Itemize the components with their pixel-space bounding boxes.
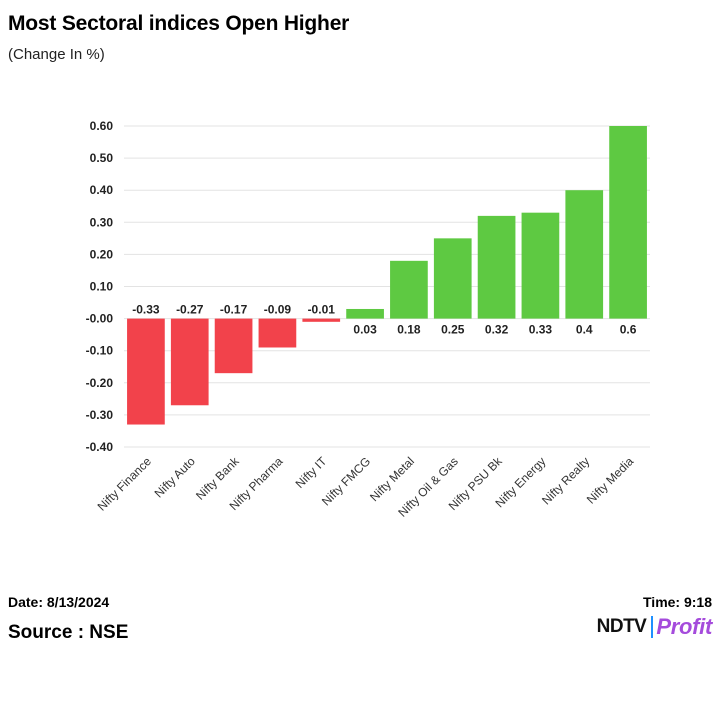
y-tick-label: 0.20 xyxy=(90,247,114,261)
bar xyxy=(302,318,341,322)
data-label: -0.33 xyxy=(132,303,160,317)
ndtv-profit-logo: NDTV Profit xyxy=(596,614,713,640)
y-tick-label: 0.10 xyxy=(90,280,114,294)
y-tick-label: 0.60 xyxy=(90,119,114,133)
bar xyxy=(565,190,604,319)
data-label: 0.33 xyxy=(529,323,553,337)
data-label: 0.18 xyxy=(397,323,421,337)
data-label: 0.03 xyxy=(353,323,377,337)
data-label: -0.01 xyxy=(308,303,336,317)
bar xyxy=(477,215,516,319)
data-label: -0.09 xyxy=(264,303,292,317)
logo-divider xyxy=(651,616,654,638)
y-tick-label: -0.20 xyxy=(86,376,114,390)
bar xyxy=(433,238,472,319)
data-label: 0.4 xyxy=(576,323,593,337)
bar xyxy=(346,308,384,319)
x-tick-label: Nifty Realty xyxy=(539,454,592,507)
data-label: -0.27 xyxy=(176,303,204,317)
source-label: Source : NSE xyxy=(8,622,129,643)
chart-subtitle: (Change In %) xyxy=(8,46,105,63)
bar xyxy=(390,260,428,319)
y-tick-label: 0.40 xyxy=(90,183,114,197)
bar xyxy=(214,318,253,374)
bar xyxy=(521,212,560,319)
y-tick-label: -0.10 xyxy=(86,344,114,358)
bar xyxy=(170,318,209,406)
data-label: -0.17 xyxy=(220,303,248,317)
y-tick-label: -0.00 xyxy=(86,312,114,326)
x-tick-label: Nifty Finance xyxy=(95,454,155,514)
bar xyxy=(127,318,165,425)
x-tick-label: Nifty IT xyxy=(293,454,330,491)
bar xyxy=(258,318,297,348)
data-label: 0.25 xyxy=(441,323,465,337)
data-label: 0.32 xyxy=(485,323,509,337)
x-tick-label: Nifty Media xyxy=(584,454,637,507)
y-tick-label: 0.50 xyxy=(90,151,114,165)
time-label: Time: 9:18 xyxy=(643,594,712,610)
data-label: 0.6 xyxy=(620,323,637,337)
bar xyxy=(609,126,647,319)
date-label: Date: 8/13/2024 xyxy=(8,594,110,610)
y-tick-label: 0.30 xyxy=(90,215,114,229)
x-tick-label: Nifty Auto xyxy=(152,454,198,500)
logo-ndtv-text: NDTV xyxy=(596,616,647,637)
y-tick-label: -0.30 xyxy=(86,408,114,422)
y-tick-label: -0.40 xyxy=(86,440,114,454)
logo-profit-text: Profit xyxy=(656,614,712,639)
chart-title: Most Sectoral indices Open Higher xyxy=(8,12,350,35)
